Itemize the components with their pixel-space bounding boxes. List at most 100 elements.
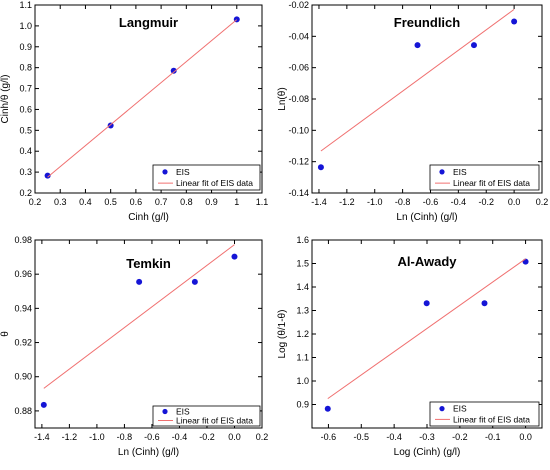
data-point bbox=[511, 18, 518, 25]
legend-label-points: EIS bbox=[453, 167, 467, 177]
x-tick-label: 1.1 bbox=[256, 197, 269, 207]
x-tick-label: 0.0 bbox=[508, 197, 521, 207]
y-tick-label: 0.94 bbox=[14, 303, 32, 313]
legend-label-fit: Linear fit of EIS data bbox=[176, 178, 253, 188]
x-tick-label: -1.2 bbox=[339, 197, 355, 207]
x-tick-label: -0.5 bbox=[354, 432, 370, 442]
y-tick-label: 1.6 bbox=[296, 235, 309, 245]
x-tick-label: -0.3 bbox=[419, 432, 435, 442]
x-axis-label: Ln (Cinh) (g/l) bbox=[396, 212, 457, 223]
legend-box bbox=[152, 164, 261, 191]
y-tick-label: 0.88 bbox=[14, 406, 32, 416]
data-point bbox=[522, 258, 529, 265]
legend-box bbox=[429, 164, 540, 191]
x-axis-label: Log (Cinh) (g/l) bbox=[394, 447, 461, 458]
data-point bbox=[191, 278, 198, 285]
data-point bbox=[44, 172, 51, 179]
chart-title: Temkin bbox=[126, 256, 171, 271]
x-tick-label: -1.2 bbox=[62, 432, 78, 442]
y-tick-label: -0.02 bbox=[288, 0, 309, 10]
linear-fit-line bbox=[327, 258, 526, 400]
y-tick-label: -0.10 bbox=[288, 125, 309, 135]
x-tick-label: 0.9 bbox=[205, 197, 218, 207]
x-tick-label: 0.8 bbox=[180, 197, 193, 207]
x-tick-label: 0.0 bbox=[519, 432, 532, 442]
legend-box bbox=[429, 401, 540, 427]
x-tick-label: 0.6 bbox=[130, 197, 143, 207]
y-tick-label: 0.9 bbox=[19, 42, 32, 52]
data-point bbox=[481, 300, 488, 307]
linear-fit-line bbox=[320, 8, 515, 152]
x-tick-label: -0.2 bbox=[478, 197, 494, 207]
legend-label-fit: Linear fit of EIS data bbox=[176, 416, 253, 426]
y-tick-label: 0.96 bbox=[14, 269, 32, 279]
y-tick-label: 0.90 bbox=[14, 372, 32, 382]
y-tick-label: 1.0 bbox=[296, 376, 309, 386]
y-tick-label: 1.1 bbox=[296, 353, 309, 363]
y-tick-label: 0.6 bbox=[19, 104, 32, 114]
x-tick-label: -0.8 bbox=[117, 432, 133, 442]
x-tick-label: -1.0 bbox=[367, 197, 383, 207]
legend-marker-points bbox=[162, 408, 168, 415]
chart-panel-2: -1.4 -1.2 -1.0 -0.8 -0.6 -0.4 -0.2 0.0 0.2 -0.14 -… bbox=[277, 0, 548, 223]
plot-frame bbox=[34, 239, 263, 429]
chart-panel-3: -1.4 -1.2 -1.0 -0.8 -0.6 -0.4 -0.2 0.0 0.2 0.88 0.… bbox=[0, 235, 268, 458]
x-tick-label: -0.1 bbox=[485, 432, 501, 442]
linear-fit-line bbox=[43, 244, 235, 389]
data-point bbox=[470, 42, 477, 49]
y-tick-label: 1.4 bbox=[296, 282, 309, 292]
y-tick-label: -0.08 bbox=[288, 94, 309, 104]
x-tick-label: -0.4 bbox=[386, 432, 402, 442]
chart-panel-4: -0.6 -0.5 -0.4 -0.3 -0.2 -0.1 0.0 0.9 1.0 1.1 1.2 1… bbox=[277, 235, 543, 458]
legend-label-points: EIS bbox=[176, 167, 190, 177]
x-tick-label: -0.6 bbox=[423, 197, 439, 207]
data-point bbox=[231, 253, 238, 260]
x-tick-label: 0.2 bbox=[29, 197, 42, 207]
y-axis-label: Cinh/θ (g/l) bbox=[0, 75, 11, 124]
y-tick-label: 0.92 bbox=[14, 338, 32, 348]
x-tick-label: 0.3 bbox=[54, 197, 67, 207]
data-point bbox=[107, 122, 114, 129]
data-point bbox=[40, 401, 47, 408]
chart-title: Langmuir bbox=[119, 15, 178, 30]
chart-title: Freundlich bbox=[394, 15, 461, 30]
x-tick-label: 0.2 bbox=[256, 432, 269, 442]
y-tick-label: 0.98 bbox=[14, 235, 32, 245]
x-tick-label: 0.4 bbox=[79, 197, 92, 207]
data-point bbox=[324, 405, 331, 412]
x-tick-label: 0.7 bbox=[155, 197, 168, 207]
legend-label-fit: Linear fit of EIS data bbox=[453, 178, 530, 188]
y-tick-label: 0.8 bbox=[19, 63, 32, 73]
y-tick-label: 0.4 bbox=[19, 146, 32, 156]
x-tick-label: -0.4 bbox=[172, 432, 188, 442]
y-tick-label: 0.5 bbox=[19, 125, 32, 135]
y-tick-label: 0.9 bbox=[296, 400, 309, 410]
data-point bbox=[136, 278, 143, 285]
y-axis-label: Log (θ/1-θ) bbox=[277, 310, 288, 359]
y-axis-label: Ln(θ) bbox=[277, 87, 288, 110]
data-point bbox=[414, 42, 421, 49]
y-tick-label: 0.7 bbox=[19, 84, 32, 94]
legend-marker-points bbox=[439, 406, 445, 412]
legend-box bbox=[152, 405, 261, 427]
x-tick-label: -1.4 bbox=[34, 432, 50, 442]
data-point bbox=[317, 164, 324, 171]
x-tick-label: 0.0 bbox=[228, 432, 241, 442]
y-tick-label: 1.5 bbox=[296, 259, 309, 269]
y-tick-label: 0.3 bbox=[19, 167, 32, 177]
y-tick-label: 1.0 bbox=[19, 21, 32, 31]
y-tick-label: 0.2 bbox=[19, 188, 32, 198]
y-tick-label: 1.2 bbox=[296, 329, 309, 339]
x-tick-label: 0.5 bbox=[104, 197, 117, 207]
x-tick-label: -0.6 bbox=[321, 432, 337, 442]
y-tick-label: -0.06 bbox=[288, 63, 309, 73]
x-tick-label: 0.2 bbox=[536, 197, 549, 207]
y-tick-label: 1.1 bbox=[19, 0, 32, 10]
plot-frame bbox=[34, 4, 263, 194]
y-tick-label: -0.12 bbox=[288, 157, 309, 167]
